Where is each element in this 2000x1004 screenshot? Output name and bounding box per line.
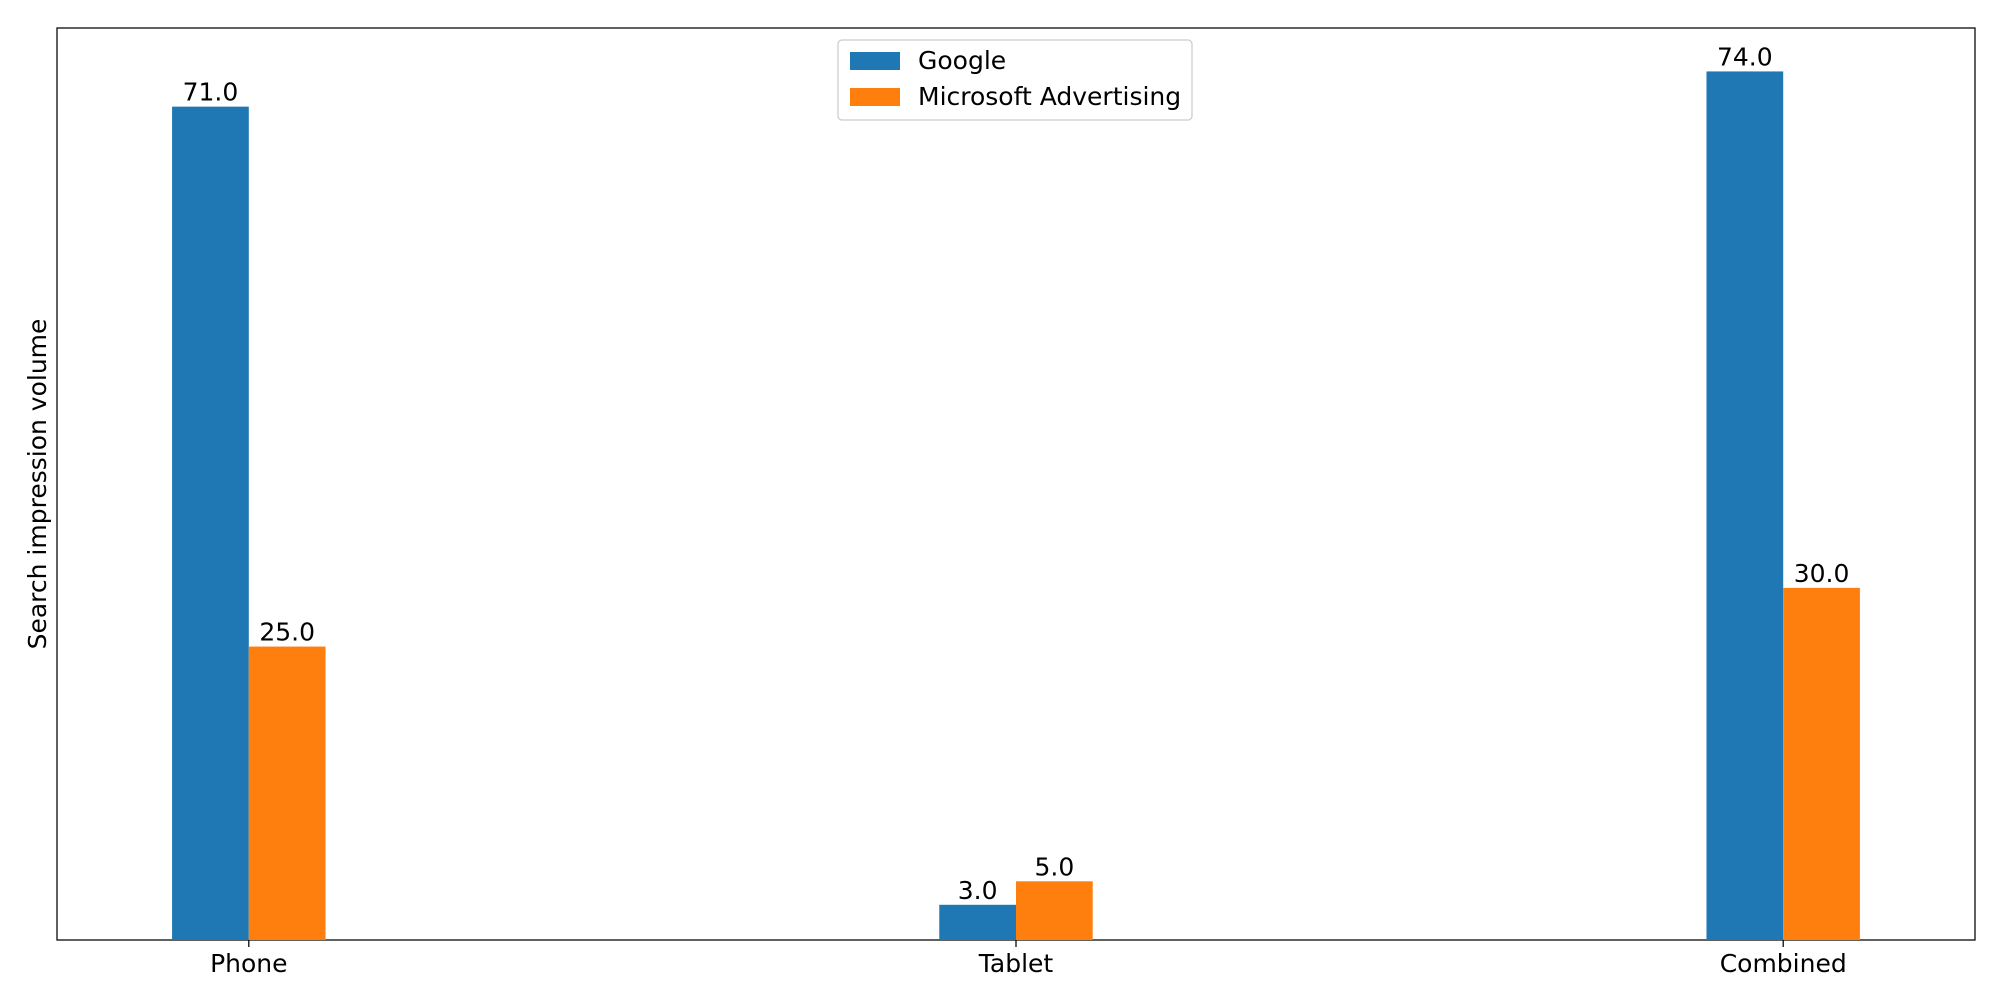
data-label-microsoft-advertising-phone: 25.0 [259,618,315,647]
data-label-google-tablet: 3.0 [958,876,998,905]
data-label-google-phone: 71.0 [183,78,239,107]
data-labels-layer: 71.0 3.0 74.0 25.0 5.0 30.0 [183,42,1850,904]
legend-label-google: Google [918,46,1006,75]
legend-swatch-google [850,52,900,70]
data-label-microsoft-advertising-tablet: 5.0 [1034,852,1074,881]
data-label-microsoft-advertising-combined: 30.0 [1794,559,1850,588]
legend-swatch-microsoft-advertising [850,88,900,106]
x-tick-label-combined: Combined [1720,949,1847,978]
bar-microsoft-advertising-phone [248,646,326,940]
x-tick-label-phone: Phone [210,949,287,978]
x-ticks-layer: Phone Tablet Combined [210,940,1847,978]
bar-microsoft-advertising-tablet [1016,881,1093,940]
legend: Google Microsoft Advertising [837,39,1193,121]
plot-frame [56,27,1976,941]
y-axis-title: Search impression volume [23,319,52,650]
bar-google-phone [172,106,249,940]
bar-google-combined [1706,71,1784,940]
legend-label-microsoft-advertising: Microsoft Advertising [918,82,1181,111]
legend-box [837,39,1193,121]
bar-google-tablet [939,904,1016,940]
bars-layer [172,71,1860,940]
data-label-google-combined: 74.0 [1717,42,1773,71]
x-tick-label-tablet: Tablet [978,949,1054,978]
bar-microsoft-advertising-combined [1783,587,1860,940]
